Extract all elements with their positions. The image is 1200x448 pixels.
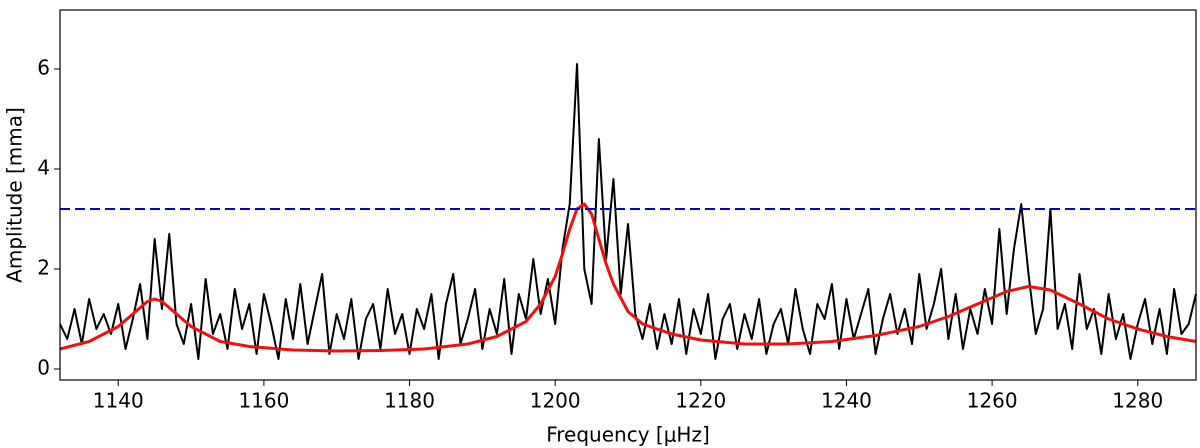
y-tick-label: 6 (37, 56, 50, 80)
x-tick-label: 1200 (530, 389, 581, 413)
x-tick-label: 1220 (675, 389, 726, 413)
y-tick-label: 4 (37, 156, 50, 180)
x-tick-label: 1240 (821, 389, 872, 413)
x-tick-label: 1180 (384, 389, 435, 413)
x-tick-label: 1260 (967, 389, 1018, 413)
x-tick-label: 1280 (1112, 389, 1163, 413)
series-line (59, 63, 1197, 360)
x-tick-label: 1160 (238, 389, 289, 413)
plot-frame (59, 9, 1197, 381)
y-tick-label: 0 (37, 356, 50, 380)
y-axis-label: Amplitude [mma] (3, 107, 27, 283)
x-axis-label: Frequency [μHz] (546, 423, 710, 447)
y-tick-label: 2 (37, 256, 50, 280)
series-line (59, 202, 1197, 353)
x-tick-label: 1140 (93, 389, 144, 413)
